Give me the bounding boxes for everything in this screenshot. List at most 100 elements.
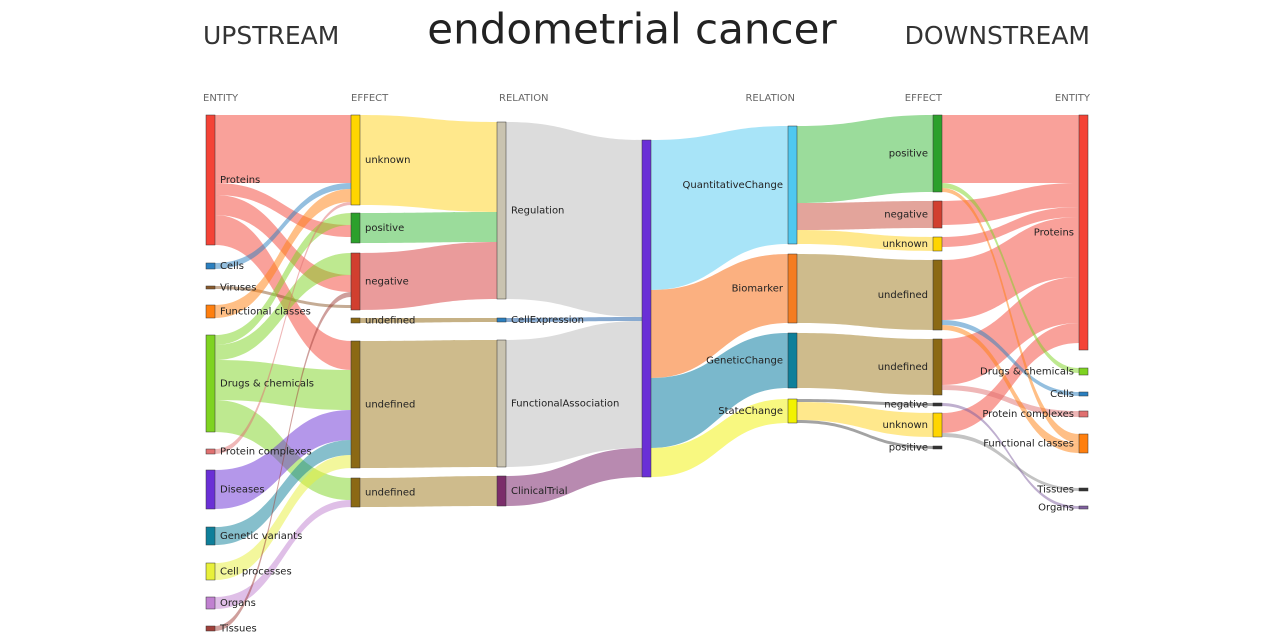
link: [797, 201, 933, 230]
node: [787, 253, 798, 324]
node-label: Proteins: [1034, 228, 1074, 239]
node: [350, 114, 361, 206]
node: [1078, 367, 1089, 376]
node: [205, 334, 216, 433]
link: [942, 207, 1079, 247]
node: [205, 262, 216, 270]
node-label: negative: [884, 400, 928, 411]
link: [651, 254, 788, 378]
node: [350, 252, 361, 311]
link: [360, 212, 497, 243]
title: endometrial cancer: [427, 5, 837, 54]
link: [942, 217, 1079, 320]
node-label: Protein complexes: [982, 409, 1074, 420]
link: [215, 440, 351, 545]
node-label: Functional classes: [983, 439, 1074, 450]
node-label: Cells: [220, 261, 244, 272]
node-label: Organs: [1038, 503, 1074, 514]
link: [942, 325, 1079, 453]
node: [932, 259, 943, 331]
node: [787, 125, 798, 245]
node: [205, 469, 216, 510]
link: [942, 183, 1079, 373]
link: [506, 448, 642, 506]
node-label: Functional classes: [220, 307, 311, 318]
link: [797, 254, 933, 330]
node: [205, 596, 216, 610]
node-label: ClinicalTrial: [511, 486, 568, 497]
link: [360, 242, 497, 310]
link: [797, 399, 933, 406]
link: [215, 189, 351, 318]
node: [205, 625, 216, 632]
node: [932, 114, 943, 193]
node-label: Biomarker: [732, 284, 784, 295]
link: [215, 183, 351, 269]
column-header: ENTITY: [1055, 93, 1091, 104]
node-label: Diseases: [220, 485, 265, 496]
node: [496, 339, 507, 468]
node: [1078, 433, 1089, 454]
node-label: unknown: [883, 239, 928, 250]
node-label: undefined: [878, 362, 928, 373]
node-label: Cell processes: [220, 567, 292, 578]
node-label: negative: [365, 277, 409, 288]
node: [932, 402, 943, 407]
column-header: RELATION: [499, 93, 549, 104]
link: [651, 399, 788, 477]
link: [360, 318, 497, 323]
node: [932, 445, 943, 450]
node-label: Organs: [220, 598, 256, 609]
link: [797, 115, 933, 203]
node: [787, 332, 798, 389]
link: [942, 277, 1079, 385]
link: [360, 340, 497, 468]
column-header: EFFECT: [905, 93, 943, 104]
node-label: QuantitativeChange: [683, 180, 783, 191]
node-label: GeneticChange: [706, 356, 783, 367]
node: [205, 562, 216, 581]
link: [651, 126, 788, 290]
node-label: Tissues: [219, 624, 257, 635]
link: [215, 286, 351, 308]
link: [506, 122, 642, 317]
node-label: Regulation: [511, 206, 564, 217]
node-label: undefined: [878, 290, 928, 301]
nodes: ENTITY Proteins Cells Viruses Functional cla…: [203, 93, 1091, 635]
node-label: undefined: [365, 316, 415, 327]
node: [932, 236, 943, 252]
links: [215, 115, 1079, 631]
link: [942, 433, 1079, 491]
link: [360, 115, 497, 212]
link: [215, 183, 351, 237]
link: [215, 360, 351, 410]
node-label: Genetic variants: [220, 531, 302, 542]
node: [787, 398, 798, 424]
node-label: FunctionalAssociation: [511, 399, 619, 410]
node: [205, 304, 216, 319]
link: [506, 321, 642, 467]
link: [506, 317, 642, 322]
node-label: Cells: [1050, 389, 1074, 400]
downstream-heading: DOWNSTREAM: [905, 21, 1090, 50]
node: [350, 340, 361, 469]
link: [215, 253, 351, 360]
node: [932, 412, 943, 438]
node-label: positive: [889, 149, 928, 160]
node-label: Tissues: [1036, 485, 1074, 496]
link: [215, 202, 351, 454]
node-label: Protein complexes: [220, 447, 312, 458]
link: [942, 320, 1079, 396]
node: [1078, 391, 1089, 397]
node: [205, 114, 216, 246]
node-label: positive: [365, 223, 404, 234]
link: [797, 333, 933, 395]
node: [496, 121, 507, 300]
node: [205, 285, 216, 290]
link: [215, 455, 351, 580]
node: [1078, 410, 1089, 418]
node: [496, 317, 507, 323]
node-label: unknown: [883, 420, 928, 431]
node: [1078, 114, 1089, 351]
